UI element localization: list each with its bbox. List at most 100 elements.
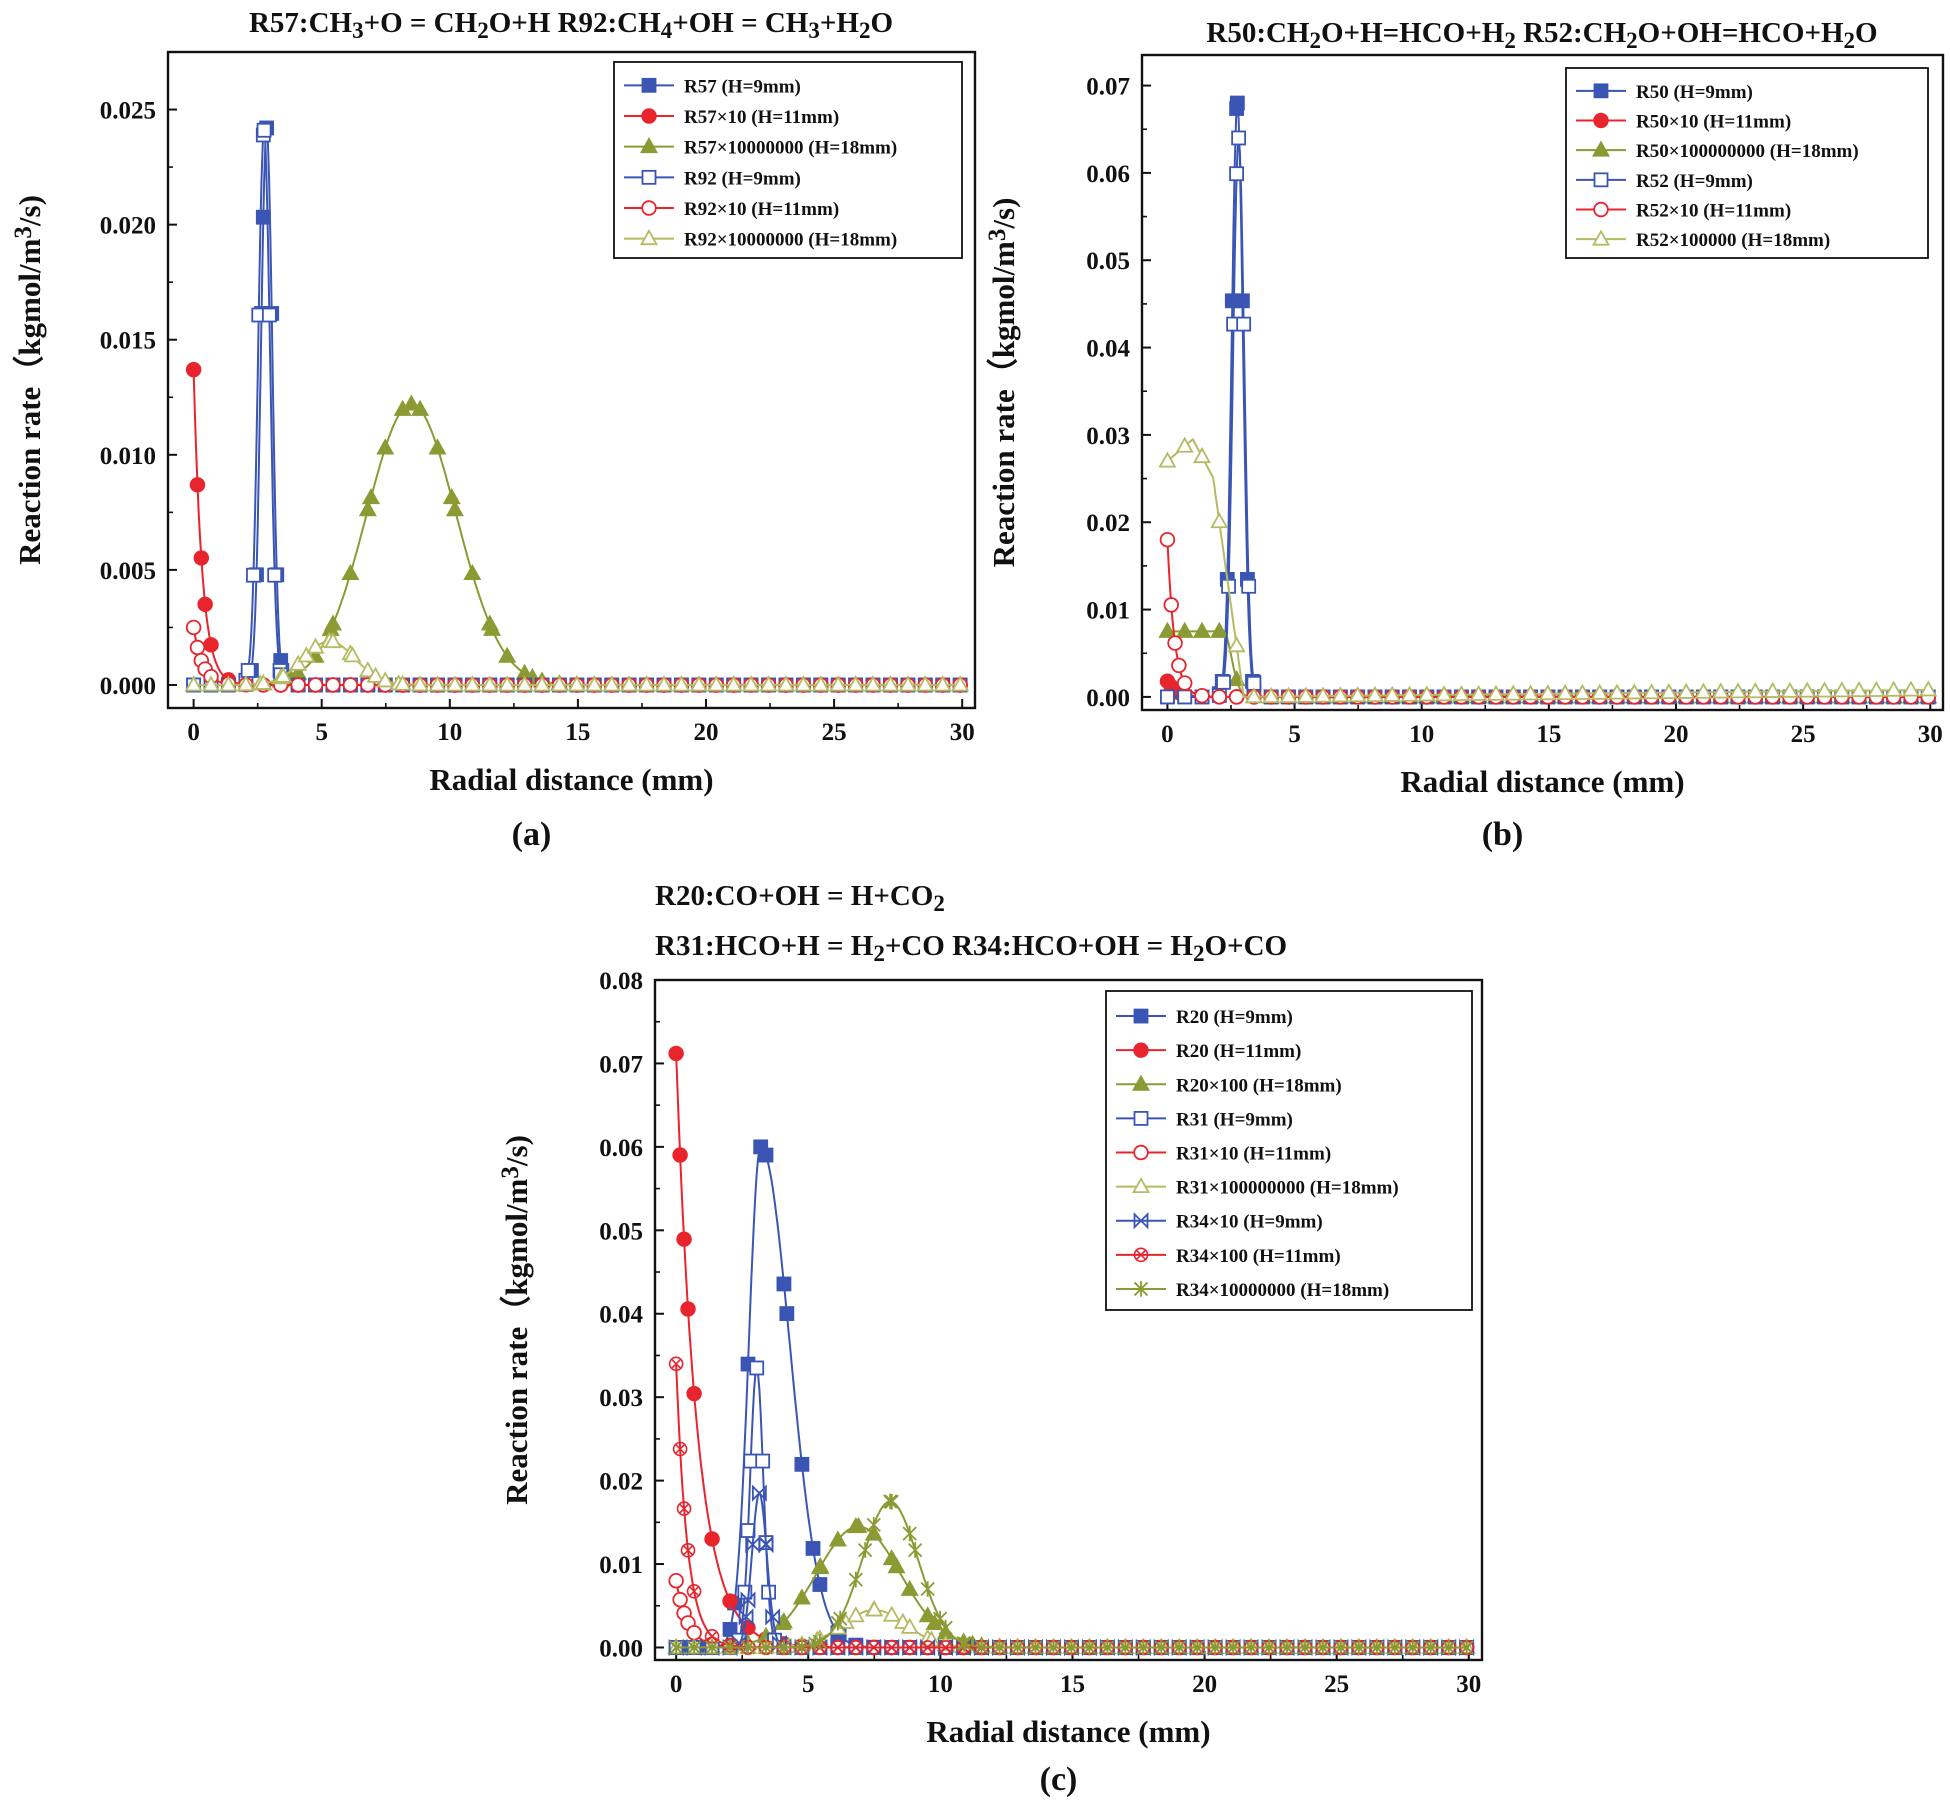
data-point-b-6 [1486,684,1505,701]
data-point-a-5 [325,677,341,693]
data-point-a-6 [533,675,552,692]
x-tick-label: 20 [694,719,719,746]
legend-label: R92×10000000 (H=18mm) [684,230,897,251]
data-point-b-6 [1192,447,1212,464]
data-point-c-9 [858,1542,873,1558]
legend-c: R20 (H=9mm) R20 (H=11mm) R20×100 (H=18mm) R… [1105,990,1473,1311]
y-tick-label: 0.010 [100,443,156,470]
data-point-c-9 [902,1525,917,1542]
data-point-a-6 [811,675,830,692]
data-point-a-6 [864,675,883,692]
series-line-a-3 [193,403,963,686]
legend-box [1105,990,1473,1311]
x-tick-label: 25 [1791,721,1816,748]
legend-label: R20 (H=11mm) [1176,1041,1301,1062]
data-point-c-3 [828,1530,847,1547]
data-point-c-6 [865,1600,884,1617]
legend-marker [641,108,657,124]
data-point-c-1 [722,1622,738,1637]
legend-box [1565,67,1929,259]
data-point-b-6 [1521,684,1540,701]
legend-label: R57×10000000 (H=18mm) [684,138,897,159]
data-point-a-5 [342,677,359,693]
data-point-c-2 [680,1301,696,1317]
data-point-c-9 [938,1619,953,1636]
legend-label: R20×100 (H=18mm) [1176,1075,1342,1096]
series-line-c-4 [676,1367,1469,1649]
data-point-a-3 [442,488,461,505]
data-point-a-2 [197,596,213,613]
data-point-b-3 [1158,621,1177,638]
legend-marker [1133,1144,1149,1161]
series-group [667,1045,1476,1657]
data-point-a-5 [185,619,202,636]
data-point-a-6 [393,674,412,691]
legend-label: R50×10 (H=11mm) [1636,112,1791,133]
y-axis-title: Reaction rate（kgmol/m3/s) [984,198,1021,568]
data-point-b-6 [1469,684,1488,701]
data-point-b-6 [1556,683,1575,701]
data-point-c-9 [740,1639,756,1656]
data-point-c-9 [1459,1639,1474,1656]
data-point-b-6 [1365,685,1384,702]
data-point-c-3 [774,1612,793,1629]
data-point-c-8 [676,1501,692,1516]
legend-label: R50×100000000 (H=18mm) [1636,141,1859,162]
data-point-a-6 [567,675,586,692]
data-point-a-6 [689,675,708,692]
data-point-a-3 [402,394,421,411]
legend-marker [1133,1212,1149,1230]
legend-marker [1133,1281,1149,1297]
data-point-c-9 [812,1633,828,1650]
data-point-b-6 [1400,685,1419,702]
data-point-b-6 [1314,686,1333,703]
data-point-a-4 [240,663,256,678]
data-point-b-6 [1832,681,1851,698]
legend-marker [1593,201,1609,218]
data-point-a-2 [193,550,210,566]
chart-title-b-1: R50:CH2O+H=HCO+H2 R52:CH2O+OH=HCO+H2O [1206,17,1877,53]
data-point-c-3 [918,1606,937,1623]
data-point-b-5 [1159,531,1176,548]
chart-panel-b: R50:CH2O+H=HCO+H2 R52:CH2O+OH=HCO+H2O 0 5 1… [984,17,1945,853]
panel-label-b: (b) [1482,816,1524,853]
series-line-c-5 [675,1580,1469,1649]
x-tick-label: 0 [187,719,200,746]
data-point-c-9 [1351,1639,1367,1656]
data-point-a-6 [620,675,639,692]
data-point-a-2 [203,637,219,653]
data-point-c-9 [883,1493,898,1510]
data-point-a-6 [515,675,534,692]
data-point-b-4 [1177,689,1193,705]
data-point-a-6 [289,654,308,671]
data-point-b-6 [1538,684,1557,701]
data-point-c-8 [830,1640,846,1655]
series-line-c-9 [676,1500,1469,1649]
data-point-c-2 [704,1531,720,1547]
data-point-c-4 [749,1360,765,1376]
y-tick-label: 0.005 [100,558,156,585]
data-point-c-9 [1190,1639,1205,1656]
data-point-b-6 [1780,681,1799,698]
legend-marker [1131,1176,1151,1194]
data-point-c-9 [848,1571,863,1588]
data-point-c-9 [830,1615,845,1631]
data-point-c-7 [758,1535,774,1554]
data-point-c-9 [794,1638,810,1655]
legend-marker [1591,229,1611,246]
data-point-a-6 [411,675,430,692]
data-point-b-5 [1194,687,1210,704]
chart-title-c-2: R31:HCO+H = H2+CO R34:HCO+OH = H2O+CO [655,930,1287,966]
data-point-a-6 [637,675,656,692]
data-point-a-6 [358,661,377,678]
series-line-c-3 [676,1525,1469,1649]
data-point-c-8 [668,1356,684,1372]
data-point-b-6 [1919,680,1938,697]
y-tick-label: 0.03 [599,1385,643,1412]
data-point-c-9 [1369,1639,1384,1656]
data-point-a-6 [445,675,464,692]
data-point-b-5 [1211,689,1228,705]
data-point-b-6 [1244,687,1263,704]
data-point-c-9 [1225,1639,1241,1656]
data-point-b-6 [1262,686,1281,704]
